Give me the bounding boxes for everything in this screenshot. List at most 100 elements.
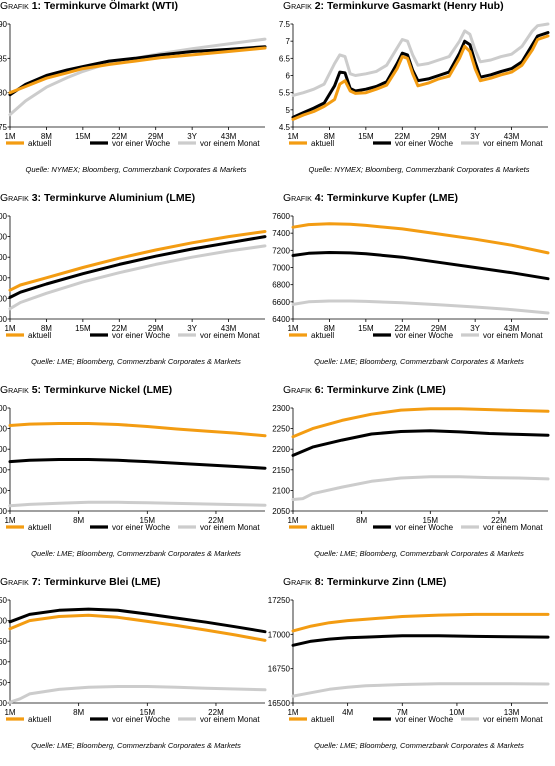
source-note: Quelle: LME; Bloomberg, Commerzbank Corp… xyxy=(314,741,524,750)
x-tick-label: 7M xyxy=(397,708,408,717)
series-line-aktuell xyxy=(291,612,550,633)
y-tick-label: 2250 xyxy=(272,425,290,434)
y-tick-label: 2200 xyxy=(0,274,8,283)
y-tick-label: 2050 xyxy=(272,507,290,516)
y-tick-label: 85 xyxy=(0,54,8,63)
y-tick-label: 2150 xyxy=(272,466,290,475)
chart-number: 4: xyxy=(314,192,327,204)
y-tick-label: 5 xyxy=(286,106,291,115)
y-tick-label: 2400 xyxy=(0,233,8,242)
x-tick-label: 3Y xyxy=(470,132,480,141)
series-line-woche xyxy=(291,251,550,281)
y-tick-label: 2250 xyxy=(0,596,8,605)
y-tick-label: 2300 xyxy=(0,253,8,262)
y-tick-label: 7200 xyxy=(272,246,290,255)
series-line-woche xyxy=(8,235,267,299)
x-tick-label: 1M xyxy=(287,708,298,717)
series-line-monat xyxy=(291,475,550,501)
x-tick-label: 1M xyxy=(4,516,15,525)
chart-svg: 18000 19000 20000 21000 22000 23000 1M 8M 15M 22M… xyxy=(0,404,267,532)
chart-title-text: Terminkurve Ölmarkt (WTI) xyxy=(43,0,178,12)
y-tick-label: 5.5 xyxy=(279,89,291,98)
series-line-aktuell xyxy=(291,222,550,255)
chart-title-prefix: Grafik xyxy=(0,384,32,396)
source-note: Quelle: NYMEX; Bloomberg, Commerzbank Co… xyxy=(308,165,530,174)
chart-number: 1: xyxy=(31,0,44,12)
chart-title: Grafik 1: Terminkurve Ölmarkt (WTI) xyxy=(0,0,178,12)
series-line-monat xyxy=(8,500,267,508)
series-line-aktuell xyxy=(8,422,267,438)
chart-title: Grafik 7: Terminkurve Blei (LME) xyxy=(0,576,160,588)
x-tick-label: 8M xyxy=(356,516,367,525)
legend-label: vor einer Woche xyxy=(112,139,171,148)
chart-title-prefix: Grafik xyxy=(283,0,315,12)
x-tick-label: 8M xyxy=(73,516,84,525)
chart-number: 6: xyxy=(314,384,327,396)
x-tick-label: 15M xyxy=(423,516,439,525)
chart-panel-3: Grafik 3: Terminkurve Aluminium (LME) 200… xyxy=(0,192,272,382)
x-tick-label: 43M xyxy=(504,132,520,141)
legend-label: vor einer Woche xyxy=(112,331,171,340)
series-line-monat xyxy=(291,22,550,97)
y-tick-label: 17000 xyxy=(268,630,291,639)
chart-number: 8: xyxy=(314,576,327,588)
x-tick-label: 43M xyxy=(504,324,520,333)
legend-label: aktuell xyxy=(28,331,51,340)
chart-panel-5: Grafik 5: Terminkurve Nickel (LME)180001… xyxy=(0,384,272,574)
y-tick-label: 2000 xyxy=(0,699,8,708)
x-tick-label: 29M xyxy=(148,324,164,333)
x-tick-label: 15M xyxy=(358,324,374,333)
x-tick-label: 1M xyxy=(287,132,298,141)
y-tick-label: 23000 xyxy=(0,404,8,413)
x-tick-label: 43M xyxy=(221,324,237,333)
x-tick-label: 1M xyxy=(4,132,15,141)
series-line-woche xyxy=(8,458,267,470)
y-tick-label: 22000 xyxy=(0,425,8,434)
y-tick-label: 7 xyxy=(286,37,291,46)
y-tick-label: 6800 xyxy=(272,281,290,290)
chart-title-text: Terminkurve Aluminium (LME) xyxy=(43,192,196,204)
legend-label: aktuell xyxy=(28,715,51,724)
y-tick-label: 90 xyxy=(0,20,8,29)
source-note: Quelle: LME; Bloomberg, Commerzbank Corp… xyxy=(314,357,524,366)
chart-svg: 2000 2050 2100 2150 2200 2250 1M 8M 15M 22M aktuel… xyxy=(0,596,267,724)
chart-svg: 2050 2100 2150 2200 2250 2300 1M 8M 15M 22M aktuel… xyxy=(272,404,550,532)
legend-label: aktuell xyxy=(28,523,51,532)
legend-label: aktuell xyxy=(28,139,51,148)
series-line-aktuell xyxy=(8,230,267,292)
legend-label: vor einem Monat xyxy=(200,523,260,532)
x-tick-label: 15M xyxy=(75,324,91,333)
series-line-aktuell xyxy=(291,34,550,121)
source-note: Quelle: LME; Bloomberg, Commerzbank Corp… xyxy=(31,741,241,750)
x-tick-label: 22M xyxy=(208,708,224,717)
chart-title: Grafik 6: Terminkurve Zink (LME) xyxy=(283,384,446,396)
x-tick-label: 22M xyxy=(208,516,224,525)
chart-svg: 16500 16750 17000 17250 1M 4M 7M 10M 13M aktuell v… xyxy=(268,596,550,724)
x-tick-label: 15M xyxy=(140,708,156,717)
series-line-monat xyxy=(8,244,267,311)
x-tick-label: 1M xyxy=(287,324,298,333)
chart-number: 2: xyxy=(314,0,327,12)
y-tick-label: 16750 xyxy=(268,665,291,674)
series-line-woche xyxy=(8,45,267,97)
chart-svg: 2000 2100 2200 2300 2400 2500 1M 8M 15M 22M 29M 3Y 4… xyxy=(0,212,267,340)
y-tick-label: 4.5 xyxy=(279,123,291,132)
y-tick-label: 2050 xyxy=(0,678,8,687)
legend-label: vor einem Monat xyxy=(200,715,260,724)
chart-title-text: Terminkurve Blei (LME) xyxy=(43,576,161,588)
chart-title-prefix: Grafik xyxy=(0,0,32,12)
chart-number: 5: xyxy=(31,384,44,396)
x-tick-label: 22M xyxy=(112,132,128,141)
legend-label: aktuell xyxy=(311,523,334,532)
legend-label: vor einem Monat xyxy=(483,331,543,340)
y-tick-label: 2100 xyxy=(0,294,8,303)
chart-title-text: Terminkurve Nickel (LME) xyxy=(43,384,173,396)
chart-title: Grafik 8: Terminkurve Zinn (LME) xyxy=(283,576,446,588)
y-tick-label: 2100 xyxy=(0,658,8,667)
x-tick-label: 22M xyxy=(491,516,507,525)
source-note: Quelle: LME; Bloomberg, Commerzbank Corp… xyxy=(31,357,241,366)
series-line-aktuell xyxy=(8,613,267,642)
x-tick-label: 10M xyxy=(449,708,465,717)
series-line-woche xyxy=(291,634,550,647)
y-tick-label: 2100 xyxy=(272,486,290,495)
